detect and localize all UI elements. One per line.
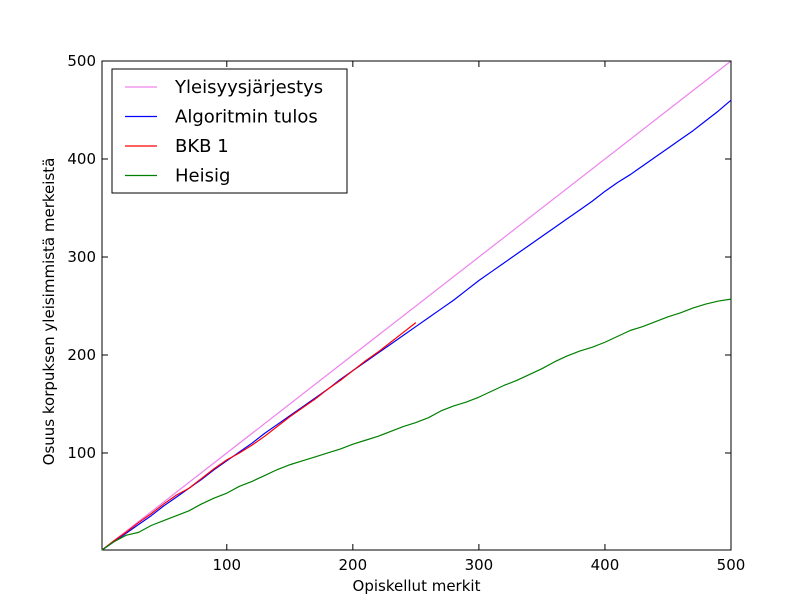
x-axis-label: Opiskellut merkit xyxy=(353,577,481,595)
legend-entry-label: Algoritmin tulos xyxy=(175,107,318,128)
y-axis-label: Osuus korpuksen yleisimmistä merkeistä xyxy=(40,158,58,466)
x-tick-label: 300 xyxy=(465,556,494,574)
series-line-1 xyxy=(101,60,732,551)
legend-entry-label: Heisig xyxy=(175,166,230,187)
x-tick-label: 200 xyxy=(339,556,368,574)
y-tick-label: 400 xyxy=(67,150,96,168)
ticks-layer: 100 200 300 400 500 100 200 300 400 500 xyxy=(67,52,745,574)
series-line-3 xyxy=(101,322,417,551)
series-line-4 xyxy=(101,298,732,551)
series-line-2 xyxy=(101,99,732,551)
x-tick-label: 400 xyxy=(591,556,620,574)
y-tick-label: 100 xyxy=(67,444,96,462)
legend-box xyxy=(111,68,348,194)
y-tick-label: 500 xyxy=(67,52,96,70)
x-tick-label: 100 xyxy=(212,556,241,574)
legend-entry-label: Yleisyysjärjestys xyxy=(174,77,323,98)
legend: Yleisyysjärjestys Algoritmin tulos BKB 1 He… xyxy=(111,68,348,194)
x-tick-label: 500 xyxy=(717,556,746,574)
y-tick-label: 200 xyxy=(67,346,96,364)
y-tick-label: 300 xyxy=(67,248,96,266)
legend-entry-label: BKB 1 xyxy=(175,136,229,157)
series-layer xyxy=(101,60,732,551)
